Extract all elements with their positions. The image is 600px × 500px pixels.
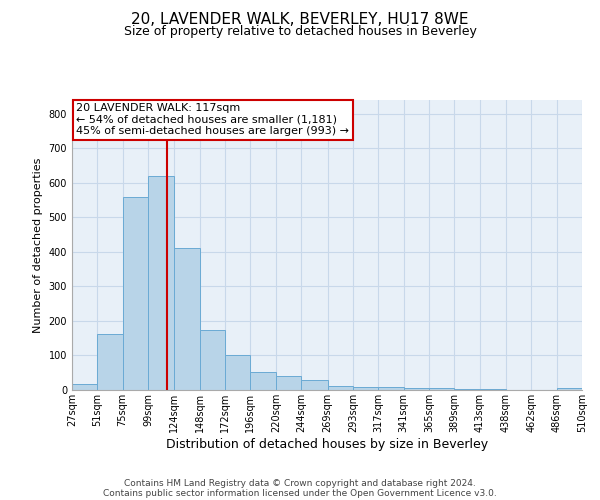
Bar: [301, 380, 328, 390]
Bar: [276, 376, 301, 390]
Bar: [454, 389, 479, 390]
Text: Size of property relative to detached houses in Beverley: Size of property relative to detached ho…: [124, 25, 476, 38]
Bar: [328, 386, 353, 390]
Bar: [378, 387, 404, 390]
Bar: [200, 330, 225, 390]
Bar: [250, 372, 276, 390]
Bar: [404, 388, 429, 390]
Text: 20 LAVENDER WALK: 117sqm
← 54% of detached houses are smaller (1,181)
45% of sem: 20 LAVENDER WALK: 117sqm ← 54% of detach…: [76, 103, 349, 136]
Text: Contains HM Land Registry data © Crown copyright and database right 2024.: Contains HM Land Registry data © Crown c…: [124, 478, 476, 488]
Bar: [122, 196, 148, 390]
Bar: [429, 388, 454, 390]
Bar: [225, 356, 250, 390]
Text: Contains public sector information licensed under the Open Government Licence v3: Contains public sector information licen…: [103, 488, 497, 498]
Bar: [148, 176, 175, 390]
Bar: [72, 384, 97, 390]
Y-axis label: Number of detached properties: Number of detached properties: [33, 158, 43, 332]
Bar: [557, 388, 582, 390]
Text: 20, LAVENDER WALK, BEVERLEY, HU17 8WE: 20, LAVENDER WALK, BEVERLEY, HU17 8WE: [131, 12, 469, 28]
X-axis label: Distribution of detached houses by size in Beverley: Distribution of detached houses by size …: [166, 438, 488, 450]
Bar: [97, 334, 122, 390]
Bar: [175, 248, 200, 390]
Bar: [353, 387, 378, 390]
